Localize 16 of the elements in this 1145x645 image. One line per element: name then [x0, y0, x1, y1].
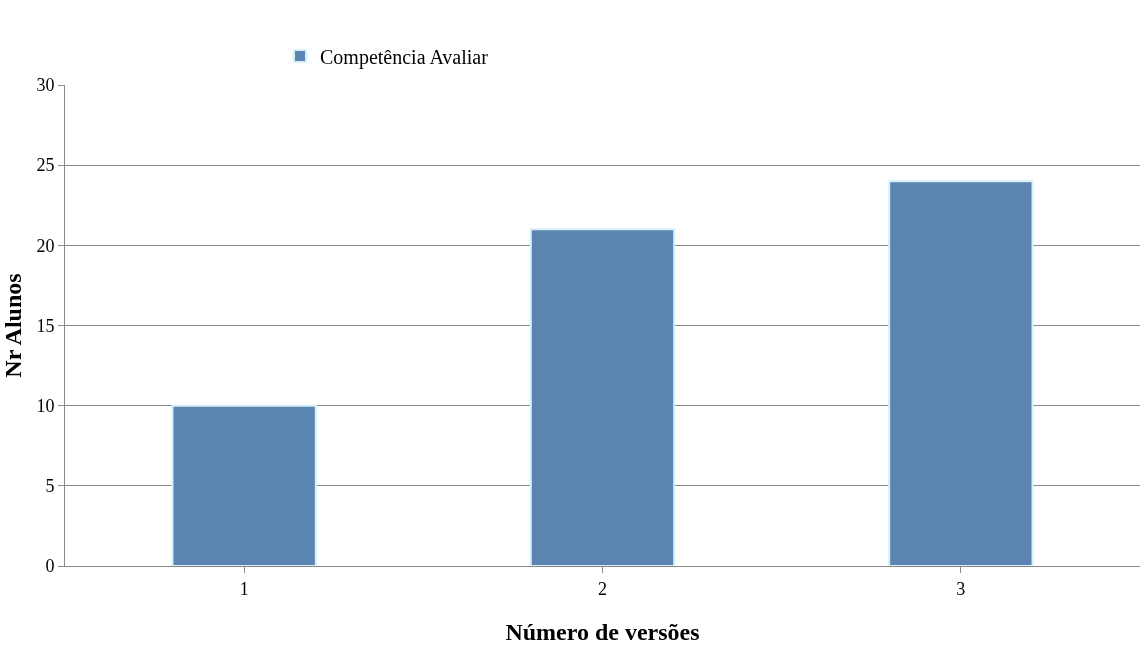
x-tick-label: 2	[598, 578, 607, 599]
x-axis-title: Número de versões	[505, 618, 700, 645]
legend-label: Competência Avaliar	[320, 45, 489, 69]
y-tick-label: 25	[36, 155, 55, 176]
y-tick-label: 20	[36, 235, 55, 256]
y-tick-label: 30	[36, 75, 55, 96]
y-tick-label: 15	[36, 315, 55, 336]
y-tick-label: 10	[36, 395, 55, 416]
bar	[529, 228, 676, 566]
bar	[888, 180, 1034, 566]
y-tick-label: 5	[45, 476, 55, 497]
x-tick-label: 3	[956, 578, 966, 599]
y-tick-label: 0	[45, 556, 55, 577]
y-axis-title: Nr Alunos	[0, 273, 26, 378]
x-tick-label: 1	[239, 578, 249, 599]
bar	[171, 404, 317, 566]
